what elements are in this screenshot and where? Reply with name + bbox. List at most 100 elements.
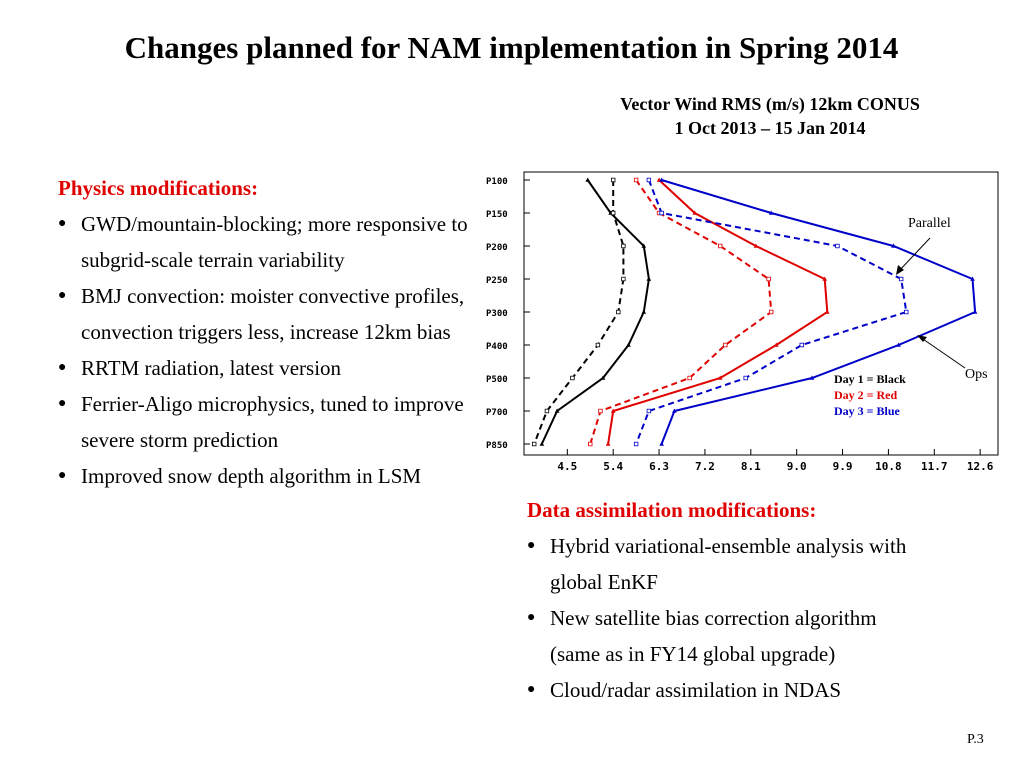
data-point (809, 375, 815, 380)
data-point (608, 210, 613, 215)
list-item-text: Ferrier-Aligo microphysics, tuned to imp… (81, 392, 464, 452)
data-point (641, 309, 647, 314)
y-tick-label: P250 (486, 276, 508, 286)
list-item: ● BMJ convection: moister convective prof… (58, 278, 478, 350)
data-point (904, 309, 909, 315)
data-point (799, 342, 804, 348)
list-item: ● RRTM radiation, latest version (58, 350, 478, 386)
data-point (610, 210, 616, 216)
data-point (743, 375, 748, 381)
series-line (540, 179, 650, 445)
x-tick-label: 9.0 (787, 460, 807, 473)
ops-label: Ops (965, 367, 988, 382)
data-point (659, 210, 664, 216)
y-tick-label: P200 (486, 243, 508, 253)
series-line (589, 179, 773, 445)
data-point (723, 342, 728, 348)
legend: Day 1 = Black Day 2 = Red Day 3 = Blue (834, 372, 906, 418)
y-tick-label: P100 (486, 177, 508, 187)
data-point (896, 342, 901, 347)
list-item-text: RRTM radiation, latest version (81, 356, 342, 380)
bullet-icon: ● (527, 682, 536, 697)
data-point (585, 177, 591, 182)
x-tick-label: 9.9 (833, 460, 853, 473)
bullet-icon: ● (58, 216, 67, 231)
x-tick-label: 8.1 (741, 460, 761, 473)
data-point (588, 441, 593, 447)
series-layer (531, 177, 978, 447)
series-line (533, 180, 625, 445)
y-axis: P100 P150 P200 P250 P300 P400 P500 P700 P850 (486, 177, 530, 451)
ops-arrow (919, 336, 966, 369)
y-tick-label: P400 (486, 342, 508, 352)
data-point (692, 210, 698, 215)
data-point (773, 342, 779, 347)
data-point (656, 177, 662, 182)
data-point (570, 375, 575, 381)
page-number: P.3 (967, 732, 984, 747)
x-tick-label: 10.8 (875, 460, 902, 473)
data-point (672, 408, 677, 413)
data-point (768, 309, 774, 315)
list-item-text: New satellite bias correction algorithm … (550, 606, 877, 666)
legend-entry-day3: Day 3 = Blue (834, 404, 901, 418)
y-tick-label: P850 (486, 441, 508, 451)
list-item-text: GWD/mountain-blocking; more responsive t… (81, 212, 468, 272)
data-point (718, 243, 723, 249)
list-item-text: Cloud/radar assimilation in NDAS (550, 678, 842, 702)
data-point (626, 342, 631, 347)
data-point (633, 441, 639, 447)
data-point (544, 408, 550, 414)
data-point (822, 276, 828, 281)
x-tick-label: 4.5 (557, 460, 577, 473)
data-point (970, 276, 975, 281)
data-point (554, 408, 560, 413)
y-tick-label: P300 (486, 309, 508, 319)
data-point (717, 375, 723, 380)
list-item-text: Hybrid variational-ensemble analysis wit… (550, 534, 907, 594)
list-item: ● Ferrier-Aligo microphysics, tuned to im… (58, 386, 478, 458)
parallel-arrowhead-icon (896, 265, 904, 275)
bullet-icon: ● (527, 610, 536, 625)
bullet-icon: ● (58, 468, 67, 483)
data-point (768, 210, 774, 215)
x-tick-label: 11.7 (921, 460, 948, 473)
bullet-icon: ● (58, 396, 67, 411)
data-point (659, 441, 664, 446)
ops-arrowhead-icon (917, 335, 927, 342)
data-point (646, 408, 652, 414)
data-point (610, 177, 616, 183)
x-tick-label: 5.4 (603, 460, 623, 473)
list-item-text: Improved snow depth algorithm in LSM (81, 464, 422, 488)
data-point (659, 177, 664, 182)
list-item: ● Hybrid variational-ensemble analysis wi… (527, 528, 927, 600)
series-line (635, 179, 908, 445)
list-item: ● New satellite bias correction algorithm… (527, 600, 927, 672)
data-point (891, 243, 896, 248)
y-tick-label: P150 (486, 210, 508, 220)
slide-title: Changes planned for NAM implementation i… (124, 30, 899, 65)
data-point (600, 375, 606, 380)
data-point (621, 243, 626, 249)
data-point (595, 342, 601, 348)
legend-entry-day1: Day 1 = Black (834, 372, 906, 386)
y-tick-label: P700 (486, 408, 508, 418)
data-point (616, 309, 621, 315)
x-tick-label: 7.2 (695, 460, 715, 473)
data-point (539, 441, 545, 446)
data-point (766, 276, 771, 282)
data-point (656, 210, 662, 216)
physics-heading: Physics modifications: (58, 176, 259, 200)
bullet-icon: ● (58, 288, 67, 303)
data-point (621, 276, 626, 282)
data-point (646, 177, 652, 183)
series-line (660, 179, 977, 445)
data-point (531, 441, 537, 447)
bullet-icon: ● (527, 538, 536, 553)
data-point (972, 309, 978, 314)
assimilation-heading: Data assimilation modifications: (527, 498, 817, 522)
x-tick-label: 6.3 (649, 460, 669, 473)
data-point (646, 276, 652, 281)
chart-subtitle: 1 Oct 2013 – 15 Jan 2014 (674, 118, 866, 138)
data-point (898, 276, 904, 282)
